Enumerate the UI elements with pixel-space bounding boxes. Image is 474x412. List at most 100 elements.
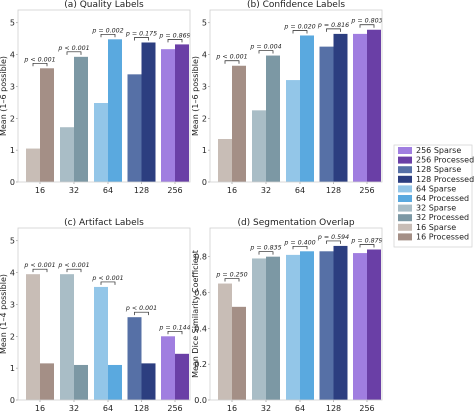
bar-32-processed [266, 256, 280, 400]
p-value-label: p = 0.594 [317, 234, 349, 241]
x-tick-label: 256 [359, 186, 374, 195]
bar-256-sparse [161, 49, 175, 182]
p-value-label: p = 0.002 [91, 27, 123, 34]
p-value-label: p < 0.001 [91, 275, 123, 282]
y-tick-label: 0.2 [194, 360, 207, 369]
legend-swatch [398, 223, 412, 231]
significance-bracket [100, 281, 116, 285]
plot-frame [17, 9, 191, 183]
y-tick-label: 5 [10, 237, 15, 246]
legend-swatch [398, 175, 412, 183]
y-axis-label: Mean (1–4 possible) [0, 274, 8, 354]
plot-frame [209, 227, 383, 401]
p-value-label: p = 0.144 [158, 324, 190, 331]
plot-frame [209, 9, 383, 183]
significance-bracket [258, 251, 274, 255]
significance-bracket [292, 30, 308, 34]
y-tick-label: 4 [10, 51, 15, 60]
significance-bracket [359, 24, 375, 28]
legend-label: 128 Sparse [416, 165, 461, 174]
plot-frame [17, 227, 191, 401]
bar-128-processed [141, 42, 156, 182]
x-tick-label: 32 [69, 186, 79, 195]
x-tick-label: 256 [359, 404, 374, 412]
p-value-label: p = 0.400 [283, 239, 315, 246]
bar-256-processed [367, 29, 381, 182]
significance-bracket [292, 245, 308, 250]
y-tick-label: 3 [202, 82, 207, 91]
p-value-label: p = 0.020 [283, 23, 315, 30]
panel-title: (d) Segmentation Overlap [237, 218, 354, 228]
x-tick-label: 32 [69, 404, 79, 412]
y-tick-label: 5 [202, 19, 207, 28]
bar-32-processed [74, 364, 88, 400]
bar-32-sparse [60, 274, 74, 400]
bar-16-sparse [26, 148, 40, 182]
p-value-label: p < 0.001 [57, 45, 89, 52]
significance-bracket [66, 268, 82, 273]
y-tick-label: 3 [10, 300, 15, 309]
significance-bracket [258, 50, 274, 54]
bar-128-sparse [319, 46, 334, 182]
p-value-label: p = 0.879 [350, 238, 382, 245]
significance-bracket [326, 28, 341, 32]
legend-label: 64 Processed [416, 194, 469, 203]
y-tick-label: 2 [202, 114, 207, 123]
x-tick-label: 64 [103, 404, 113, 412]
significance-bracket [167, 39, 183, 43]
panel-title: (a) Quality Labels [64, 0, 144, 10]
y-tick-label: 5 [10, 19, 15, 28]
y-axis-label: Mean (1–6 possible) [191, 56, 200, 136]
bar-32-processed [74, 56, 88, 183]
x-tick-label: 16 [35, 404, 45, 412]
legend-swatch [398, 147, 412, 154]
legend-label: 16 Processed [416, 232, 469, 241]
bar-32-processed [266, 55, 280, 182]
bar-256-processed [175, 44, 189, 183]
bar-64-processed [300, 251, 314, 400]
bar-16-sparse [218, 139, 232, 182]
bar-128-sparse [127, 74, 142, 182]
bar-16-processed [40, 68, 54, 182]
significance-bracket [326, 240, 341, 244]
p-value-label: p < 0.001 [23, 262, 55, 269]
significance-bracket [224, 278, 240, 282]
significance-bracket [134, 311, 149, 316]
bar-32-sparse [60, 127, 74, 182]
bar-64-processed [108, 39, 122, 182]
y-tick-label: 0 [10, 178, 15, 187]
x-tick-label: 128 [134, 404, 149, 412]
x-tick-label: 32 [261, 404, 271, 412]
bar-16-sparse [218, 283, 232, 400]
panel-title: (c) Artifact Labels [64, 218, 144, 228]
y-tick-label: 2 [10, 332, 15, 341]
legend-label: 32 Processed [416, 213, 469, 222]
y-tick-label: 1 [10, 364, 15, 373]
p-value-label: p = 0.835 [249, 245, 281, 252]
bar-256-processed [175, 353, 189, 400]
bar-64-processed [300, 35, 314, 183]
legend-swatch [398, 166, 412, 174]
p-value-label: p < 0.001 [215, 54, 247, 61]
bar-16-processed [40, 363, 54, 400]
bar-16-processed [232, 306, 246, 400]
p-value-label: p = 0.250 [215, 272, 247, 279]
p-value-label: p < 0.001 [23, 56, 55, 63]
legend-swatch [398, 233, 412, 241]
legend-swatch [398, 204, 412, 212]
bar-64-sparse [94, 286, 108, 400]
legend-swatch [398, 195, 412, 202]
y-tick-label: 2 [10, 114, 15, 123]
x-tick-label: 16 [227, 404, 237, 412]
bar-32-sparse [252, 258, 266, 400]
significance-bracket [32, 62, 48, 67]
y-tick-label: 3 [10, 82, 15, 91]
panel-title: (b) Confidence Labels [247, 0, 345, 10]
significance-bracket [100, 33, 116, 38]
x-tick-label: 16 [227, 186, 237, 195]
y-tick-label: 0 [202, 178, 207, 187]
legend-label: 256 Processed [416, 156, 474, 165]
bar-256-sparse [161, 336, 175, 400]
